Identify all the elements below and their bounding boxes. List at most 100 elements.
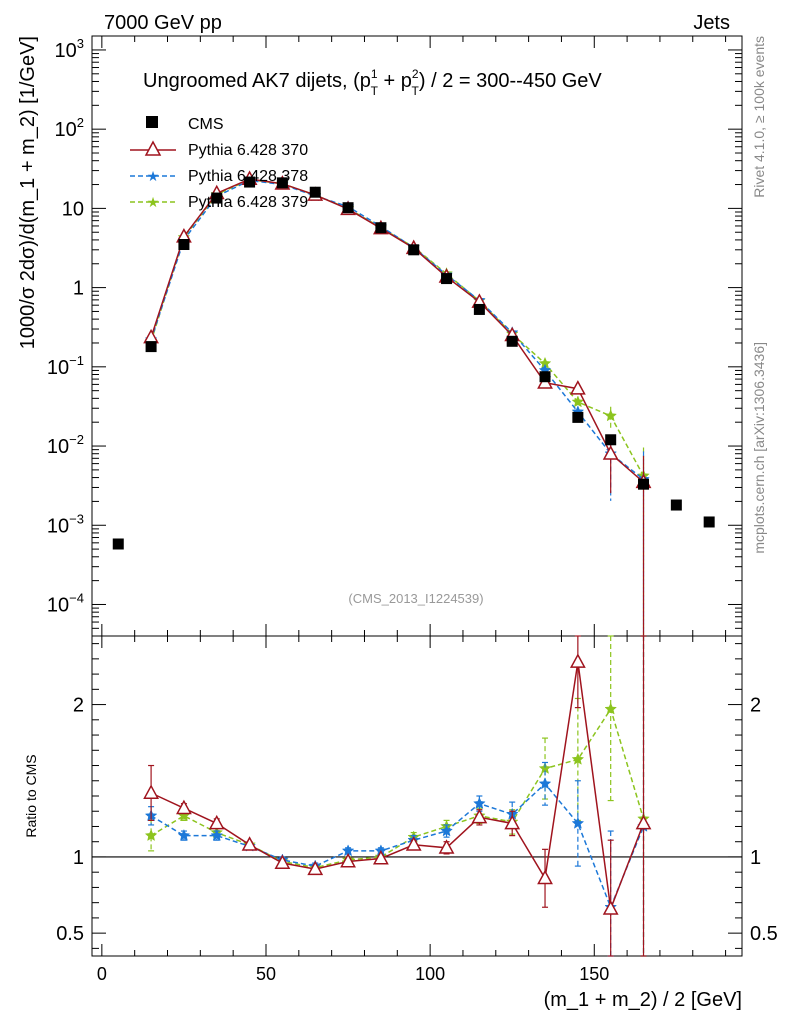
ratio-marker-2 [571, 752, 585, 765]
ratio-marker-370 [504, 814, 521, 830]
cms-data-point [375, 222, 387, 234]
legend-379-marker: ★ [147, 194, 160, 210]
cms-data-point [605, 434, 617, 446]
title-plus: + p [378, 70, 412, 92]
category-label: Jets [693, 12, 730, 34]
ratio-y-tick-label-right: 0.5 [750, 923, 778, 945]
cms-data-point [276, 177, 288, 189]
ratio-y-tick-label: 0.5 [56, 923, 84, 945]
ratio-marker-370 [307, 860, 324, 876]
cms-data-point [539, 371, 551, 383]
ratio-y-tick-label: 2 [73, 695, 84, 717]
ratio-line-1 [150, 782, 645, 910]
x-tick-label: 0 [97, 964, 107, 984]
ratio-y-tick-label-right: 1 [750, 847, 761, 869]
rivet-label: Rivet 4.1.0, ≥ 100k events [751, 36, 767, 198]
cms-data-point [178, 239, 190, 251]
y-tick-label: 102 [55, 115, 84, 141]
y-tick-exponent: 3 [77, 36, 84, 51]
y-tick-exponent: −2 [69, 432, 84, 447]
y-tick-mantissa: 10 [47, 357, 69, 379]
title-pt1-sup: 1 [371, 67, 378, 81]
ratio-marker-1 [210, 828, 224, 842]
ratio-line-0 [150, 661, 645, 910]
legend-cms-marker [146, 116, 158, 128]
series-line-0 [150, 178, 644, 483]
y-tick-mantissa: 10 [62, 198, 84, 220]
series-marker-2 [571, 395, 585, 408]
title-pt1-sub: T [371, 84, 379, 98]
ratio-marker-1 [538, 777, 552, 790]
y-tick-mantissa: 10 [47, 436, 69, 458]
y-tick-label: 10−4 [47, 590, 84, 616]
y-tick-label: 103 [55, 36, 84, 62]
legend: CMS Pythia 6.428 370 ★ Pythia 6.428 378 … [130, 116, 308, 211]
ratio-marker-370 [635, 814, 652, 830]
ratio-marker-370 [537, 869, 553, 885]
title-suffix: ) / 2 = 300--450 GeV [419, 70, 603, 92]
ratio-marker-1 [177, 828, 191, 842]
y-tick-label: 10−3 [47, 511, 84, 537]
cms-data-point [703, 516, 715, 528]
series-marker-370 [569, 380, 586, 395]
plot-title: Ungroomed AK7 dijets, (p1 T + p2 T) / 2 = … [143, 67, 602, 98]
y-tick-mantissa: 10 [47, 594, 69, 616]
cms-data-point [408, 244, 420, 256]
cms-data-point [244, 176, 256, 188]
cms-data-point [112, 538, 124, 550]
ratio-y-tick-label-right: 2 [750, 695, 761, 717]
legend-378-marker: ★ [147, 168, 160, 184]
ratio-marker-370 [602, 900, 619, 915]
ratio-marker-1 [440, 824, 453, 837]
y-tick-label: 10−2 [47, 432, 84, 458]
cms-data-point [572, 411, 584, 423]
analysis-id: (CMS_2013_I1224539) [348, 591, 483, 606]
y-tick-exponent: −1 [69, 353, 84, 368]
y-tick-mantissa: 10 [47, 515, 69, 537]
y-tick-mantissa: 10 [55, 40, 77, 62]
ratio-plot-frame [91, 635, 743, 957]
y-tick-label: 1 [73, 278, 84, 300]
y-tick-label: 10 [62, 198, 84, 220]
x-axis-label: (m_1 + m_2) / 2 [GeV] [544, 989, 742, 1011]
series-line-1 [150, 179, 644, 480]
ratio-marker-370 [569, 653, 586, 668]
ratio-marker-370 [405, 836, 422, 851]
legend-378-label: Pythia 6.428 378 [188, 168, 308, 185]
series-line-2 [150, 178, 645, 477]
legend-370-label: Pythia 6.428 370 [188, 142, 308, 159]
cms-data-point [211, 192, 223, 204]
collision-label: 7000 GeV pp [104, 12, 222, 34]
ratio-marker-370 [176, 799, 192, 815]
cms-data-point [441, 273, 453, 285]
cms-data-point [309, 186, 321, 198]
ratio-marker-370 [438, 839, 455, 854]
legend-370-marker [144, 140, 162, 156]
legend-379-label: Pythia 6.428 379 [188, 194, 308, 211]
ratio-series [143, 635, 652, 957]
title-pt2-sub: T [412, 84, 420, 98]
main-series [112, 170, 715, 636]
ratio-y-tick-label: 1 [73, 847, 84, 869]
title-pt2-sup: 2 [412, 67, 419, 81]
x-tick-label: 50 [256, 964, 276, 984]
x-tick-label: 150 [579, 964, 609, 984]
ratio-marker-370 [340, 852, 356, 868]
x-tick-label: 100 [415, 964, 445, 984]
ratio-marker-2 [144, 828, 158, 842]
title-prefix: Ungroomed AK7 dijets, (p [143, 70, 371, 92]
y-tick-label: 10−1 [47, 353, 84, 379]
ratio-marker-370 [274, 854, 291, 870]
y-tick-mantissa: 1 [73, 278, 84, 300]
ratio-line-2 [150, 707, 645, 869]
y-tick-exponent: −4 [69, 590, 84, 605]
y-tick-exponent: 2 [77, 115, 84, 130]
ratio-marker-2 [604, 702, 618, 715]
ratio-marker-370 [241, 836, 258, 851]
mcplots-label: mcplots.cern.ch [arXiv:1306.3436] [751, 342, 767, 554]
cms-data-point [473, 303, 485, 315]
ratio-axes: 0 50 100 150 0.5 0.5 1 1 2 2 [56, 636, 778, 984]
y-tick-exponent: −3 [69, 511, 84, 526]
cms-data-point [145, 341, 157, 353]
